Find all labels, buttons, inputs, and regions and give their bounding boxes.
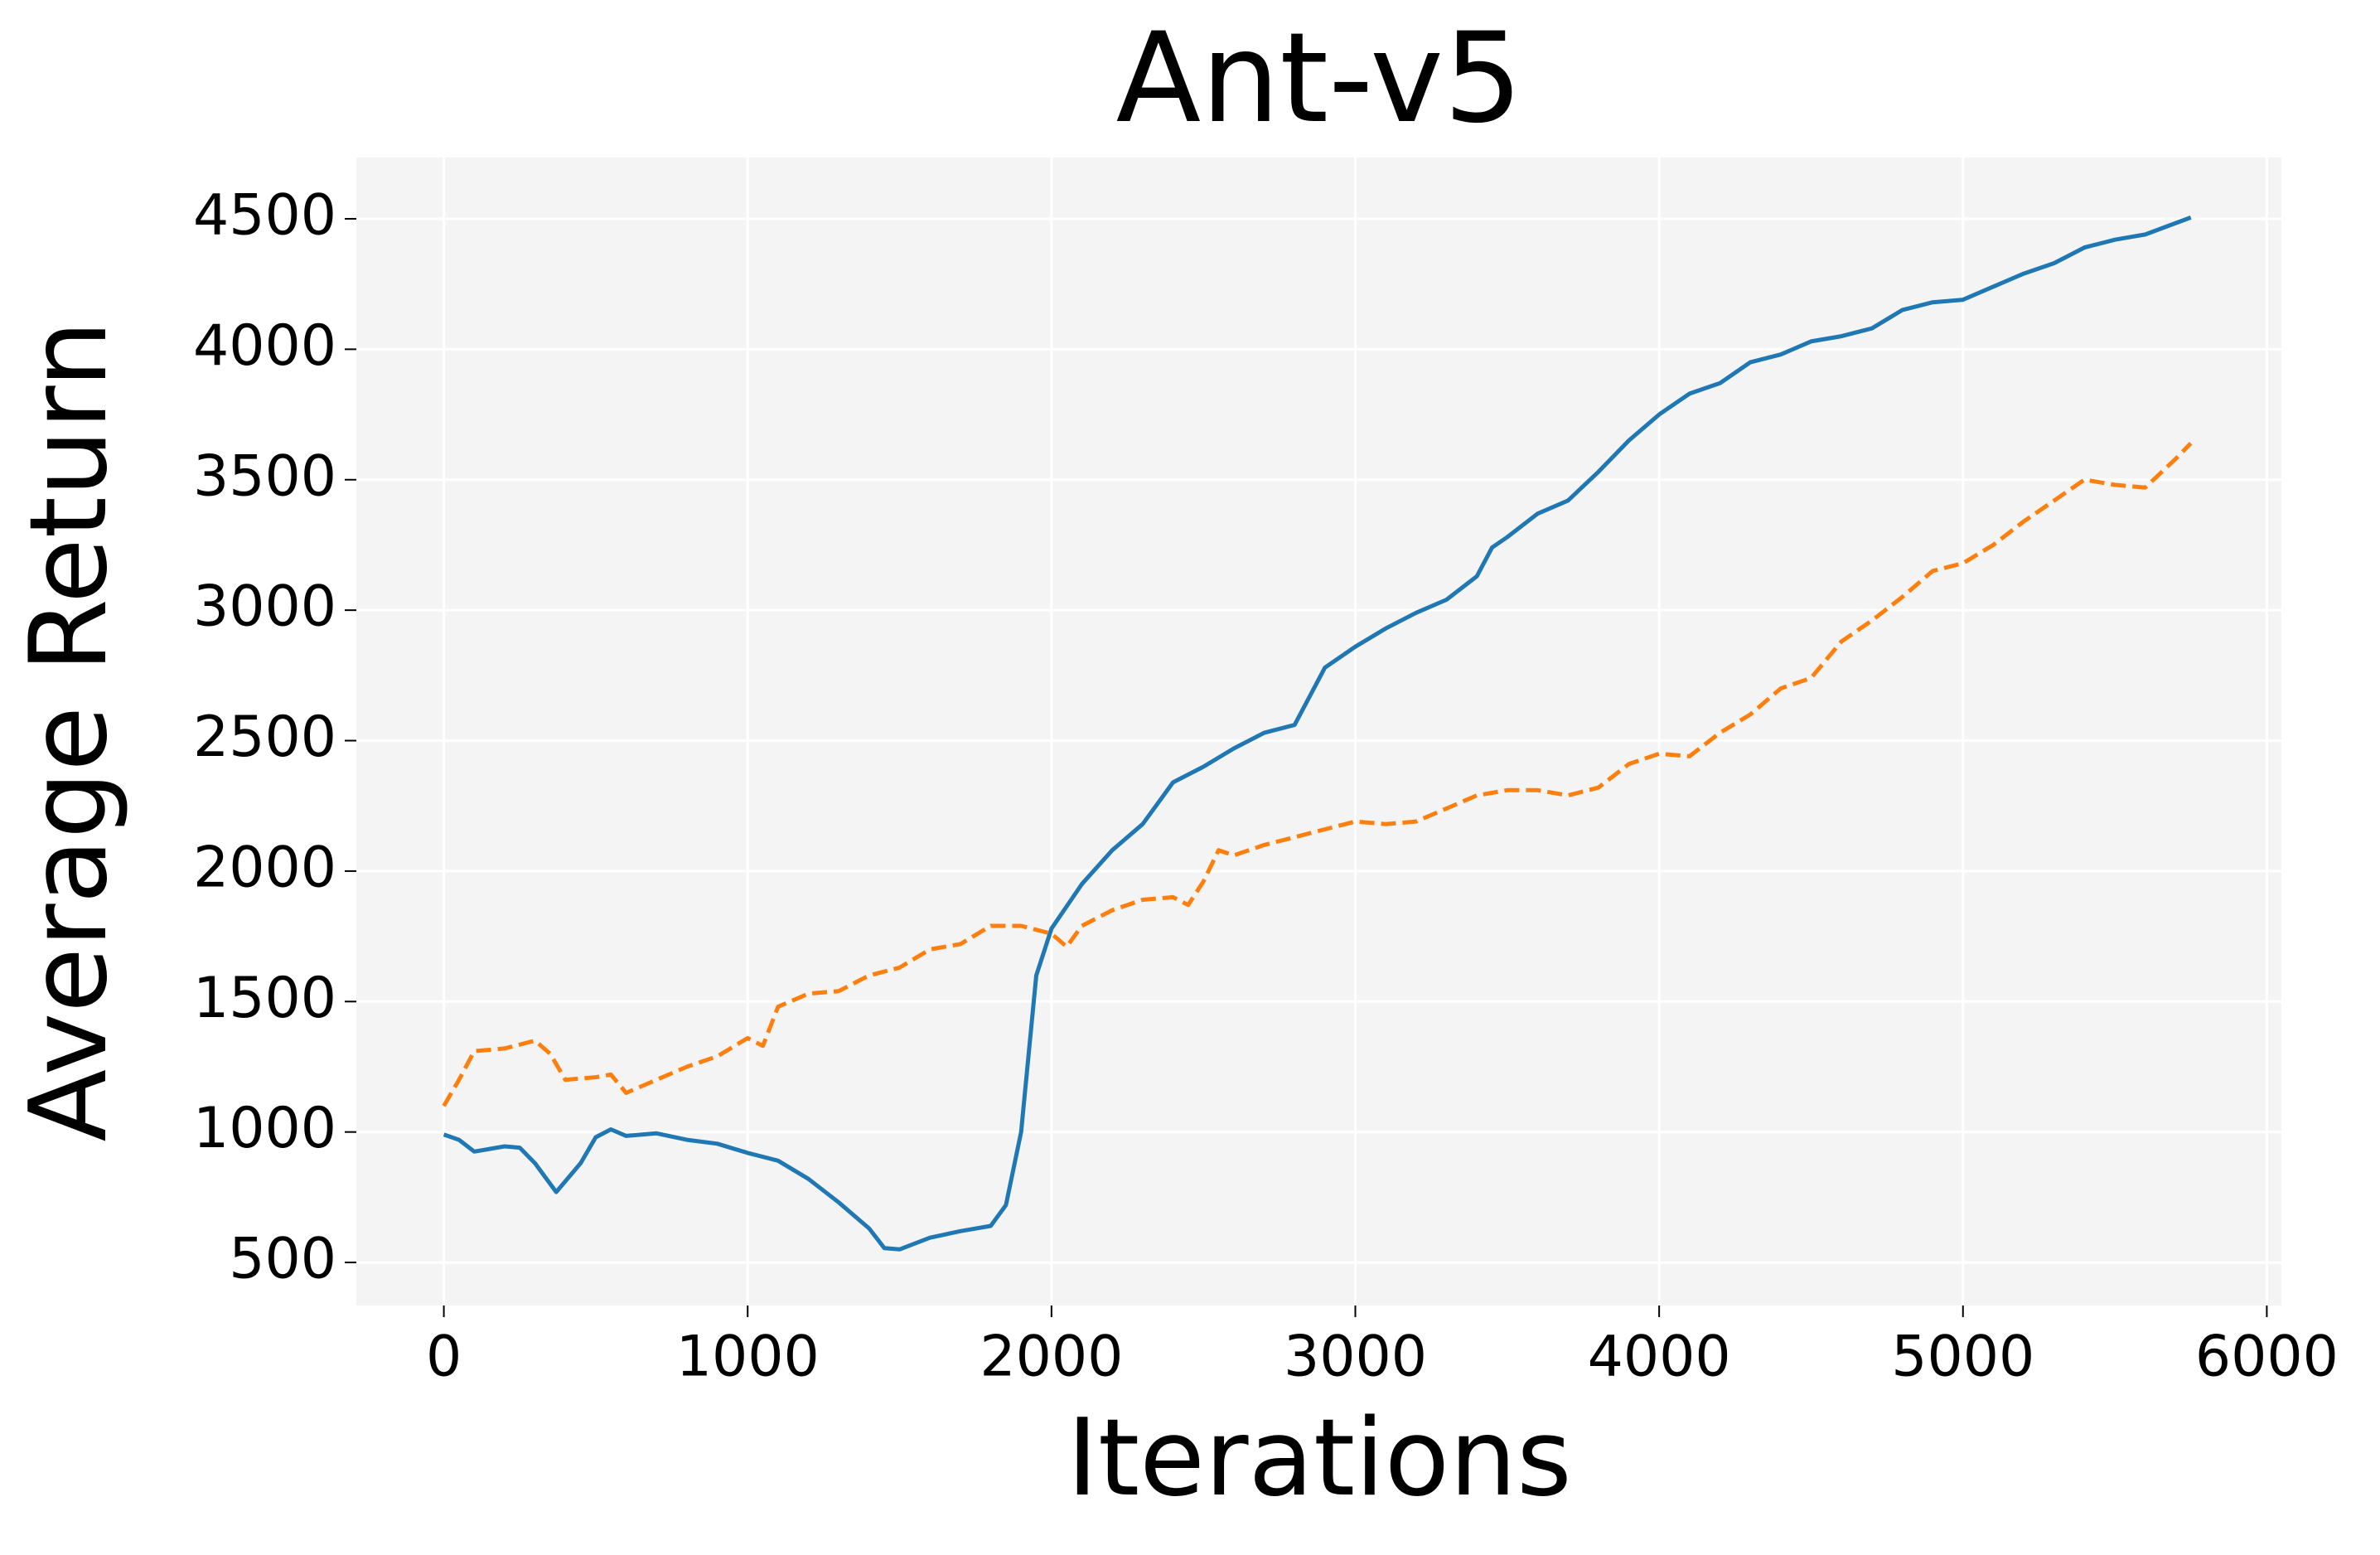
y-tick-label: 2000 bbox=[193, 835, 336, 900]
series-line bbox=[443, 216, 2192, 1252]
y-tick-label: 3000 bbox=[193, 574, 336, 640]
y-tick-label: 3500 bbox=[193, 443, 336, 509]
x-tick-label: 6000 bbox=[2195, 1325, 2339, 1390]
x-tick-label: 2000 bbox=[980, 1325, 1123, 1390]
chart-title: Ant-v5 bbox=[1116, 7, 1523, 151]
x-tick-label: 1000 bbox=[676, 1325, 820, 1390]
y-tick-label: 1500 bbox=[193, 966, 336, 1031]
x-tick-label: 0 bbox=[426, 1325, 462, 1390]
y-tick-label: 4000 bbox=[193, 313, 336, 379]
y-tick-label: 1000 bbox=[193, 1096, 336, 1161]
x-tick-label: 4000 bbox=[1588, 1325, 1731, 1390]
y-axis-label: Average Return bbox=[7, 320, 131, 1141]
y-tick-label: 500 bbox=[229, 1227, 336, 1292]
x-tick-label: 5000 bbox=[1891, 1325, 2034, 1390]
x-tick-label: 3000 bbox=[1284, 1325, 1427, 1390]
y-tick-label: 4500 bbox=[193, 183, 336, 249]
x-axis-label: Iterations bbox=[1067, 1397, 1572, 1520]
series-line bbox=[442, 441, 2193, 1107]
y-tick-label: 2500 bbox=[193, 705, 336, 770]
